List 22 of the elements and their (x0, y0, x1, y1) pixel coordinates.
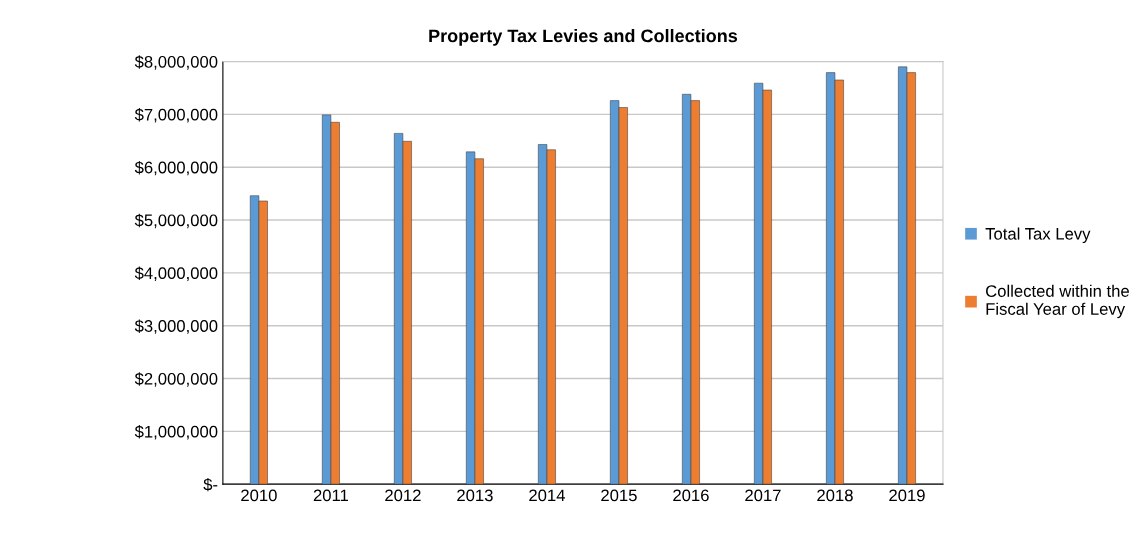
x-tick-label: 2016 (673, 489, 709, 502)
y-tick-label: $8,000,000 (134, 55, 218, 70)
y-tick-label: $6,000,000 (134, 160, 218, 176)
y-tick-label: $7,000,000 (134, 108, 218, 123)
y-tick-label: $2,000,000 (134, 372, 218, 387)
x-tick-label: 2013 (457, 489, 493, 502)
legend-label: Total Tax Levy (985, 227, 1091, 244)
y-tick-label: $5,000,000 (134, 213, 218, 229)
x-tick-label: 2012 (385, 489, 421, 502)
y-tick-label: $3,000,000 (134, 319, 218, 334)
chart-title: Property Tax Levies and Collections (429, 29, 738, 46)
legend-label: Collected within the Fiscal Year of Levy (986, 284, 1129, 319)
x-tick-label: 2015 (601, 489, 637, 502)
x-tick-label: 2011 (313, 489, 349, 502)
x-tick-label: 2010 (241, 489, 277, 502)
y-tick-label: $4,000,000 (134, 266, 218, 282)
x-tick-label: 2018 (817, 489, 853, 502)
x-tick-label: 2017 (745, 489, 781, 502)
y-tick-label: $1,000,000 (134, 425, 218, 440)
x-tick-label: 2014 (529, 489, 565, 502)
y-tick-label: $- (203, 477, 218, 492)
x-tick-label: 2019 (889, 489, 925, 502)
